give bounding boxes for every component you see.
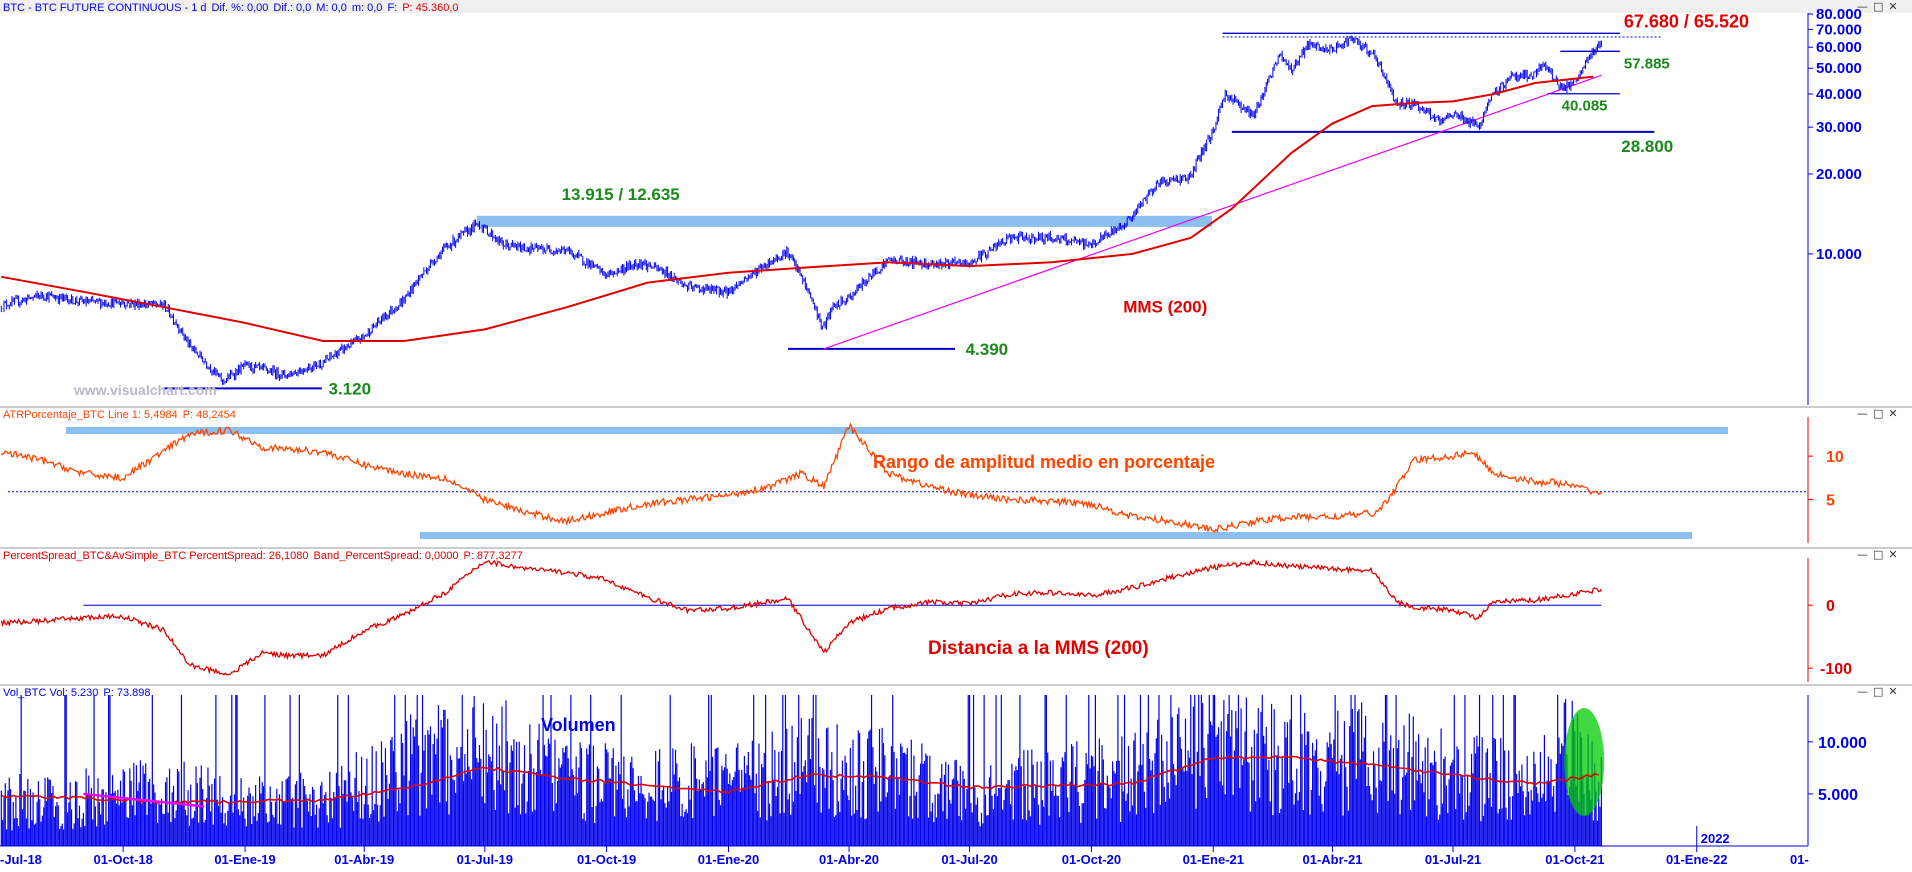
x-tick-label-partial-left: -Jul-18 (0, 852, 42, 867)
volume-title: Volumen (541, 715, 616, 735)
spread-panel-header: PercentSpread_BTC&AvSimple_BTC PercentSp… (3, 550, 528, 562)
price-series (0, 35, 1602, 385)
header-field: P: 45.360,0 (402, 2, 459, 14)
header-field: PercentSpread_BTC&AvSimple_BTC PercentSp… (3, 550, 309, 562)
atr-panel-header: ATRPorcentaje_BTC Line 1: 5,4984 P: 48,24… (3, 409, 241, 421)
atr-line (0, 422, 1602, 534)
x-tick-label: 01-Oct-18 (94, 852, 153, 867)
price-tick-label: 50.000 (1816, 60, 1862, 77)
level-40085-label: 40.085 (1562, 98, 1608, 115)
resistance-zone-label: 13.915 / 12.635 (562, 185, 680, 204)
volume-tick-label: 5.000 (1818, 787, 1858, 804)
maximize-icon[interactable]: □ (1873, 685, 1884, 698)
minimize-icon[interactable]: — (1857, 685, 1868, 698)
volume-panel-header: Vol_BTC Vol: 5.230 P: 73.898 (3, 687, 156, 699)
minimize-icon[interactable]: — (1857, 407, 1868, 420)
x-tick-label: 01-Ene-22 (1666, 852, 1727, 867)
volume-window-controls: — □ ✕ (1852, 685, 1898, 698)
x-tick-label: 01-Oct-21 (1545, 852, 1604, 867)
x-tick-label: 01-Oct-19 (577, 852, 636, 867)
header-field: P: 877,3277 (463, 550, 523, 562)
header-field: BTC - BTC FUTURE CONTINUOUS - 1 d (3, 2, 207, 14)
x-tick-label: 01-Abr-20 (819, 852, 879, 867)
x-tick-label: 01-Ene-20 (698, 852, 759, 867)
atr-bottom-band (420, 532, 1692, 539)
atr-tick-label: 5 (1826, 493, 1835, 510)
header-field: Dif.: 0,0 (273, 2, 312, 14)
x-tick-label: 01-Jul-21 (1425, 852, 1481, 867)
level-28800-label: 28.800 (1621, 137, 1673, 156)
spread-line (0, 559, 1602, 676)
atr-top-band (66, 427, 1728, 434)
x-tick-label: 01-Abr-19 (334, 852, 394, 867)
price-tick-label: 70.000 (1816, 21, 1862, 38)
close-icon[interactable]: ✕ (1888, 407, 1898, 420)
close-icon[interactable]: ✕ (1888, 0, 1898, 13)
header-field: F: (387, 2, 398, 14)
low-2018-label: 3.120 (328, 379, 371, 398)
level-57885-label: 57.885 (1624, 55, 1670, 72)
spread-tick-label: 0 (1826, 598, 1835, 615)
price-window-controls: — □ ✕ (1852, 0, 1898, 13)
mms-label: MMS (200) (1123, 297, 1207, 316)
maximize-icon[interactable]: □ (1873, 0, 1884, 13)
sma200-line (1, 75, 1594, 342)
atr-tick-label: 10 (1826, 449, 1844, 466)
minimize-icon[interactable]: — (1857, 548, 1868, 561)
header-field: P: 73.898 (103, 687, 151, 699)
watermark: www.visualchart.com (73, 382, 217, 398)
volume-ma-line (0, 755, 1599, 805)
price-tick-label: 40.000 (1816, 86, 1862, 103)
price-tick-label: 30.000 (1816, 119, 1862, 136)
atr-window-controls: — □ ✕ (1852, 407, 1898, 420)
header-field: m: 0,0 (351, 2, 383, 14)
price-header-bar (0, 0, 1912, 13)
header-field: ATRPorcentaje_BTC Line 1: 5,4984 (3, 409, 178, 421)
price-tick-label: 10.000 (1816, 246, 1862, 263)
year-label: 2022 (1701, 831, 1730, 846)
price-tick-label: 20.000 (1816, 166, 1862, 183)
maximize-icon[interactable]: □ (1873, 548, 1884, 561)
spread-title: Distancia a la MMS (200) (928, 638, 1149, 659)
header-field: Band_PercentSpread: 0,0000 (313, 550, 459, 562)
resistance-zone (476, 215, 1212, 227)
minimize-icon[interactable]: — (1857, 0, 1868, 13)
x-tick-label-partial-right: 01- (1790, 852, 1809, 867)
header-field: Vol_BTC Vol: 5.230 (3, 687, 99, 699)
spread-window-controls: — □ ✕ (1852, 548, 1898, 561)
x-tick-label: 01-Oct-20 (1062, 852, 1121, 867)
x-tick-label: 01-Abr-21 (1303, 852, 1363, 867)
volume-trend-segment (83, 792, 205, 808)
x-tick-label: 01-Ene-21 (1183, 852, 1244, 867)
header-field: Dif. %: 0,00 (211, 2, 269, 14)
volume-tick-label: 10.000 (1818, 735, 1867, 752)
maximize-icon[interactable]: □ (1873, 407, 1884, 420)
close-icon[interactable]: ✕ (1888, 685, 1898, 698)
x-tick-label: 01-Jul-20 (941, 852, 997, 867)
volume-highlight (1564, 708, 1605, 816)
price-tick-label: 60.000 (1816, 39, 1862, 56)
price-tick-label: 80.000 (1816, 6, 1862, 23)
atr-title: Rango de amplitud medio en porcentaje (873, 452, 1215, 472)
header-field: P: 48,2454 (182, 409, 236, 421)
x-tick-label: 01-Jul-19 (457, 852, 513, 867)
high-label: 67.680 / 65.520 (1624, 11, 1749, 31)
x-tick-label: 01-Ene-19 (214, 852, 275, 867)
low-2020-label: 4.390 (966, 340, 1009, 359)
close-icon[interactable]: ✕ (1888, 548, 1898, 561)
header-field: M: 0,0 (316, 2, 347, 14)
spread-tick-label: -100 (1820, 661, 1852, 678)
price-panel-header: BTC - BTC FUTURE CONTINUOUS - 1 d Dif. %:… (3, 2, 464, 14)
